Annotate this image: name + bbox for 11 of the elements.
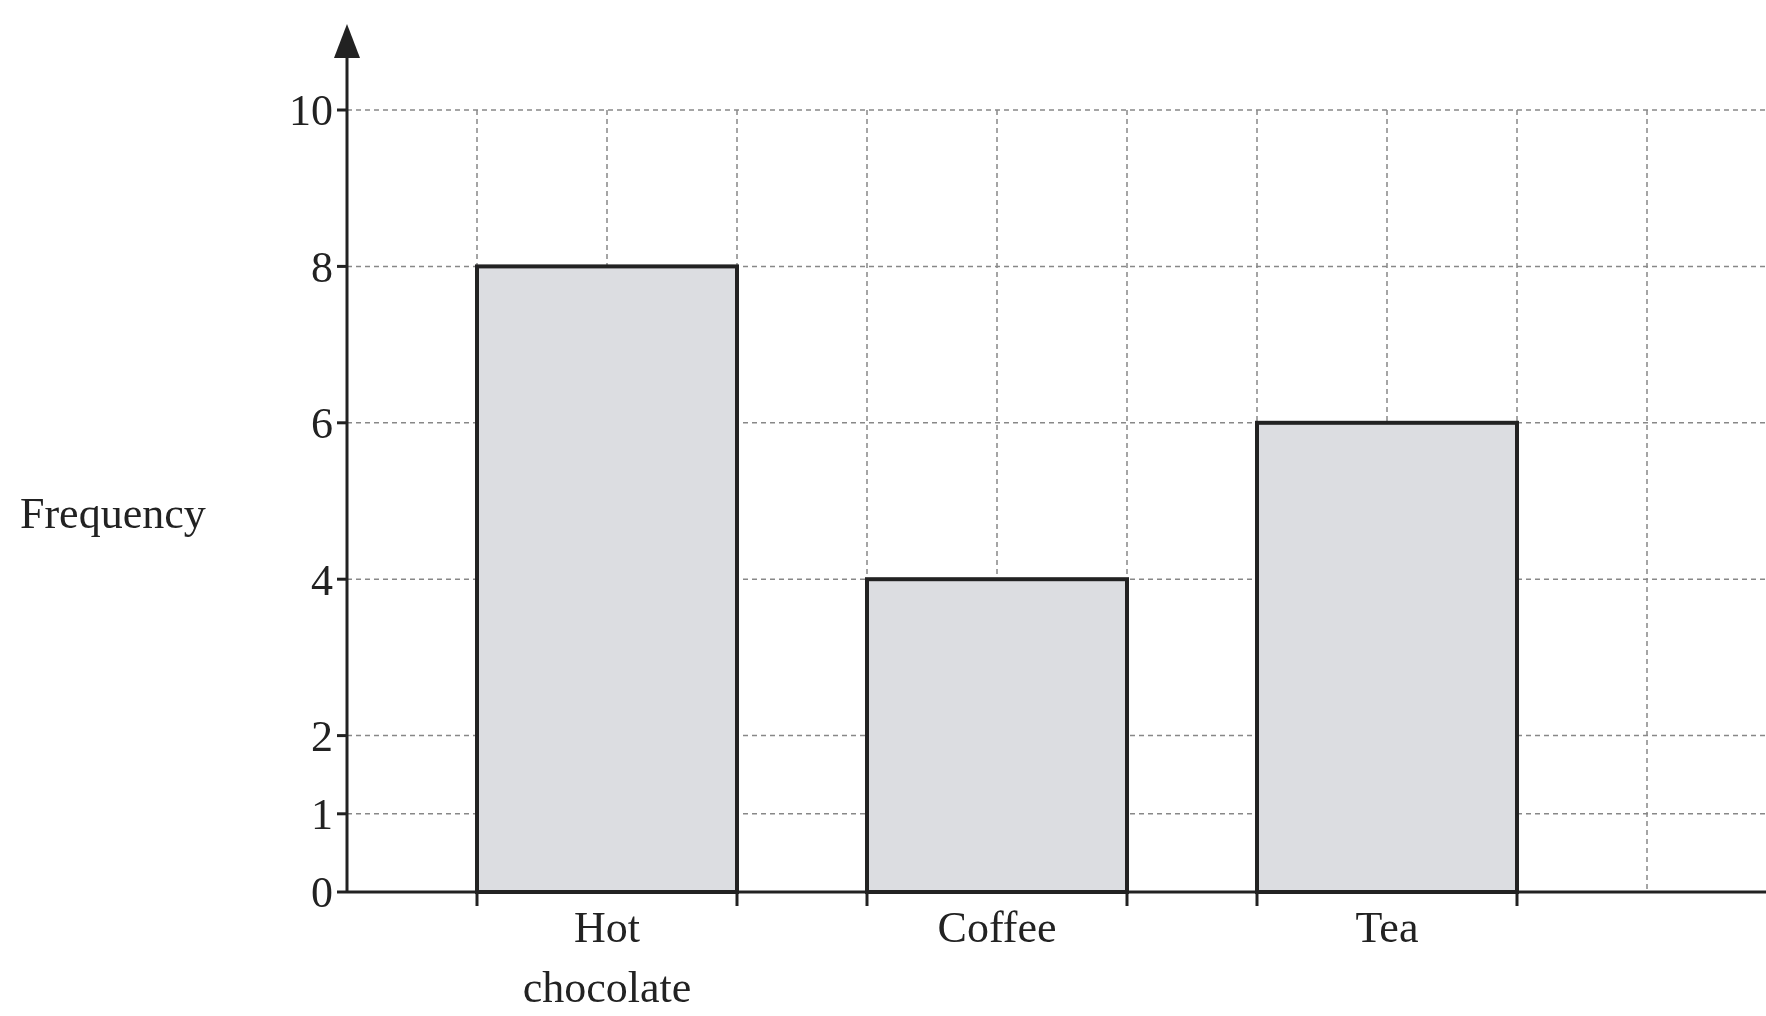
y-tick-label: 0 xyxy=(311,868,333,918)
y-tick-label: 1 xyxy=(311,790,333,840)
x-tick-label: Coffee xyxy=(937,903,1057,952)
y-tick-label: 8 xyxy=(311,242,333,292)
y-tick-label: 6 xyxy=(311,399,333,449)
y-axis-title: Frequency xyxy=(20,489,206,539)
x-tick-label: Tea xyxy=(1355,903,1419,952)
y-tick-label: 10 xyxy=(289,86,333,136)
y-tick-label: 2 xyxy=(311,712,333,761)
x-tick-label: Hot chocolate xyxy=(522,903,692,1012)
y-tick-label: 4 xyxy=(311,555,333,605)
